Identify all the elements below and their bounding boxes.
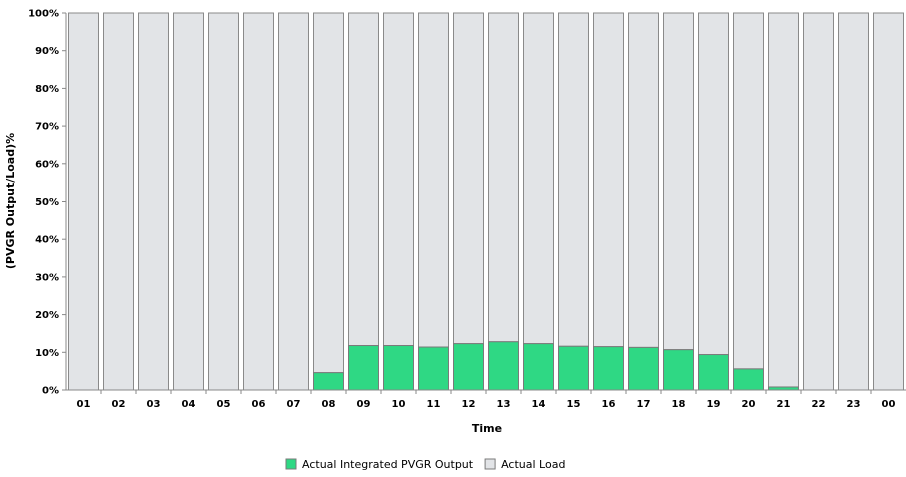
bar-actual-load [558, 12, 589, 347]
x-tick-label: 13 [497, 399, 511, 410]
bar-actual-load [313, 12, 344, 374]
x-tick-label: 20 [742, 399, 756, 410]
bar-actual-load [383, 12, 414, 347]
bar-actual-load [453, 12, 484, 345]
bar-actual-load [138, 12, 169, 391]
bar-actual-load [278, 12, 309, 391]
bar-pvgr-output [488, 341, 519, 391]
y-tick-label: 20% [35, 310, 59, 321]
x-tick-label: 07 [287, 399, 301, 410]
bar-actual-load [243, 12, 274, 391]
bar-actual-load [348, 12, 379, 347]
y-tick-label: 70% [35, 122, 59, 133]
bar-pvgr-output [523, 343, 554, 391]
x-tick-label: 09 [357, 399, 371, 410]
bar-actual-load [593, 12, 624, 348]
x-tick-label: 17 [637, 399, 651, 410]
x-tick-label: 10 [392, 399, 406, 410]
x-axis-title: Time [472, 422, 502, 435]
bar-actual-load [733, 12, 764, 370]
y-tick-label: 40% [35, 235, 59, 246]
x-tick-label: 05 [217, 399, 231, 410]
bars-layer [68, 12, 904, 391]
bar-pvgr-output [418, 346, 449, 391]
x-tick-label: 08 [322, 399, 336, 410]
x-tick-label: 11 [427, 399, 441, 410]
x-tick-label: 14 [532, 399, 546, 410]
y-tick-label: 80% [35, 84, 59, 95]
y-tick-label: 50% [35, 197, 59, 208]
bar-actual-load [173, 12, 204, 391]
bar-pvgr-output [383, 345, 414, 391]
bar-actual-load [803, 12, 834, 391]
y-tick-label: 90% [35, 46, 59, 57]
bar-pvgr-output [593, 346, 624, 391]
x-tick-label: 02 [112, 399, 126, 410]
x-tick-label: 04 [182, 399, 196, 410]
bar-actual-load [663, 12, 694, 351]
bar-actual-load [418, 12, 449, 348]
bar-actual-load [768, 12, 799, 388]
y-axis-ticks: 0% 10% 20% 30% 40% 50% 60% 70% 80% 90% 100% [28, 9, 66, 397]
x-tick-label: 21 [777, 399, 791, 410]
bar-actual-load [68, 12, 99, 391]
bar-actual-load [873, 12, 904, 391]
x-tick-label: 22 [812, 399, 826, 410]
y-tick-label: 60% [35, 159, 59, 170]
bar-actual-load [523, 12, 554, 345]
y-tick-label: 10% [35, 348, 59, 359]
y-tick-label: 100% [28, 9, 59, 20]
legend-swatch [285, 458, 297, 470]
bar-pvgr-output [453, 343, 484, 391]
x-tick-label: 01 [77, 399, 91, 410]
x-tick-label: 00 [882, 399, 896, 410]
legend-label: Actual Integrated PVGR Output [302, 458, 474, 471]
x-tick-label: 23 [847, 399, 861, 410]
x-tick-label: 15 [567, 399, 581, 410]
bar-pvgr-output [313, 372, 344, 391]
bar-actual-load [838, 12, 869, 391]
bar-pvgr-output [663, 349, 694, 391]
x-tick-label: 19 [707, 399, 721, 410]
bar-actual-load [488, 12, 519, 343]
y-tick-label: 30% [35, 272, 59, 283]
x-tick-label: 16 [602, 399, 616, 410]
y-axis-title: (PVGR Output/Load)% [4, 133, 17, 269]
bar-pvgr-output [733, 368, 764, 391]
legend-swatch [484, 458, 496, 470]
legend: Actual Integrated PVGR Output Actual Load [285, 458, 565, 471]
legend-label: Actual Load [501, 458, 565, 471]
bar-actual-load [103, 12, 134, 391]
x-tick-label: 12 [462, 399, 476, 410]
bar-pvgr-output [628, 346, 659, 391]
x-tick-label: 06 [252, 399, 266, 410]
bar-pvgr-output [698, 354, 729, 391]
bar-pvgr-output [348, 345, 379, 391]
bar-actual-load [208, 12, 239, 391]
y-tick-label: 0% [42, 386, 59, 397]
x-axis-ticks: 01 02 03 04 05 06 07 08 09 10 11 12 13 14 15 16 17 18 19 20… [77, 390, 896, 410]
x-tick-label: 18 [672, 399, 686, 410]
x-tick-label: 03 [147, 399, 161, 410]
bar-actual-load [698, 12, 729, 356]
bar-pvgr-output [558, 345, 589, 391]
bar-actual-load [628, 12, 659, 348]
